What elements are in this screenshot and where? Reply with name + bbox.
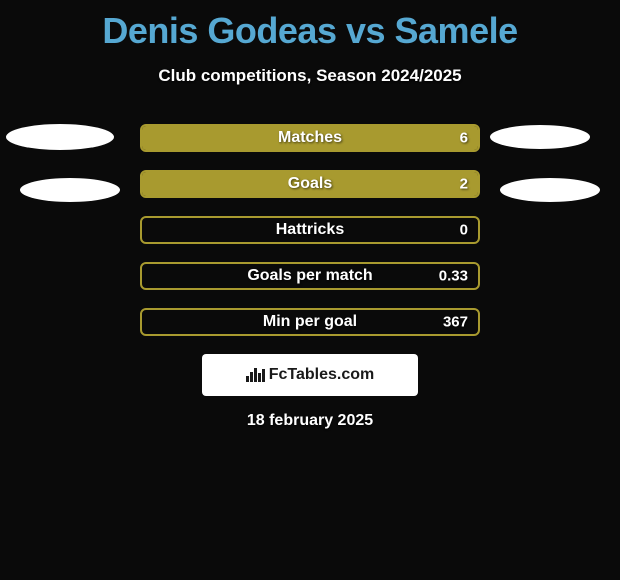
logo-text: FcTables.com [269,366,375,384]
subtitle: Club competitions, Season 2024/2025 [0,66,620,86]
stat-row: Matches6 [140,124,480,152]
stats-container: Matches6Goals2Hattricks0Goals per match0… [140,124,480,354]
stat-value: 367 [443,314,468,331]
avatar-ellipse [500,178,600,202]
bars-icon [246,368,265,382]
stat-row: Goals2 [140,170,480,198]
date: 18 february 2025 [0,412,620,430]
avatar-ellipse [490,125,590,149]
page-title: Denis Godeas vs Samele [0,0,620,52]
stat-value: 0.33 [439,268,468,285]
stat-value: 2 [460,176,468,193]
fctables-logo: FcTables.com [202,354,418,396]
stat-value: 0 [460,222,468,239]
stat-label: Matches [142,129,478,147]
stat-value: 6 [460,130,468,147]
stat-row: Hattricks0 [140,216,480,244]
stat-label: Min per goal [142,313,478,331]
stat-row: Goals per match0.33 [140,262,480,290]
avatar-ellipse [20,178,120,202]
stat-label: Hattricks [142,221,478,239]
stat-row: Min per goal367 [140,308,480,336]
stat-label: Goals [142,175,478,193]
stat-label: Goals per match [142,267,478,285]
avatar-ellipse [6,124,114,150]
